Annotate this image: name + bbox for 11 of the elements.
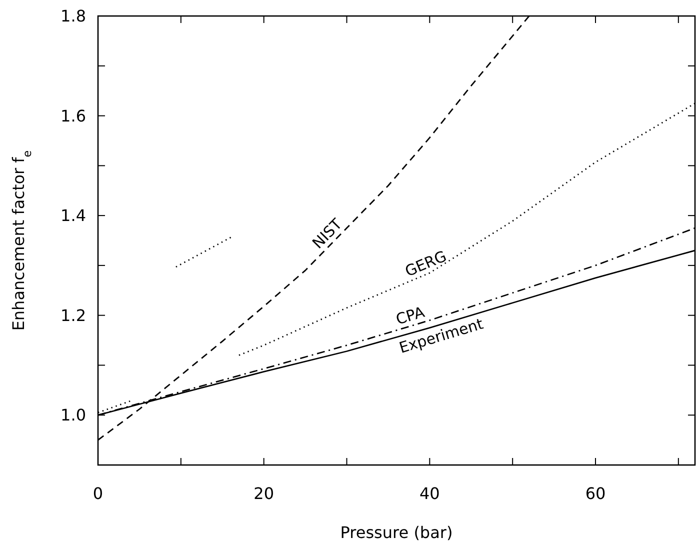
x-tick-label: 20 xyxy=(254,484,274,503)
text: GERG xyxy=(402,247,450,280)
x-axis-title: Pressure (bar) xyxy=(340,523,453,542)
x-tick-label: 40 xyxy=(419,484,440,503)
y-tick-label: 1.6 xyxy=(60,106,86,126)
y-tick-label: 1.2 xyxy=(60,306,86,325)
y-tick-label: 1.8 xyxy=(60,6,86,26)
x-tick-label: 0 xyxy=(92,484,104,503)
x-tick-label: 60 xyxy=(585,484,606,503)
y-tick-label: 1.0 xyxy=(60,406,86,425)
y-tick-label: 1.4 xyxy=(60,206,86,226)
